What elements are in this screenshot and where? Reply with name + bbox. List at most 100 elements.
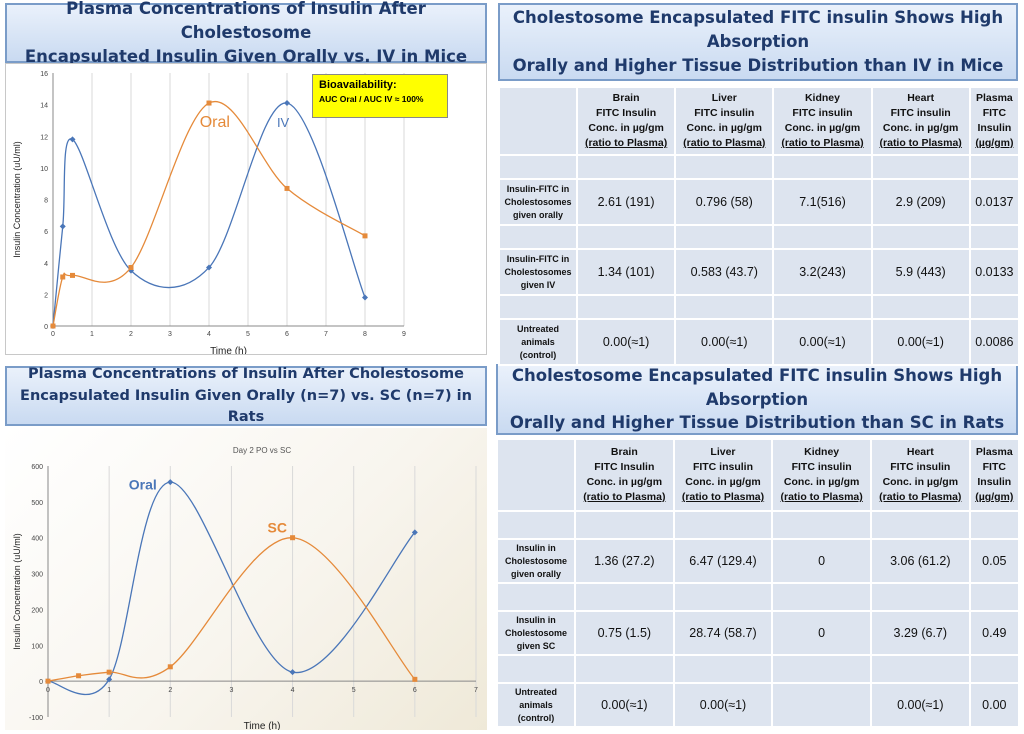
x-tick-label: 7	[324, 331, 328, 338]
x-tick-label: 6	[285, 331, 289, 338]
y-tick-label: 16	[40, 71, 48, 78]
mice_table-value-cell: 0.0086	[968, 318, 1021, 366]
mice_table-column-header: Kidney FITC insulin Conc. in µg/gm (ratio t…	[772, 86, 873, 156]
rats_table-column-header-line: FITC insulin	[890, 461, 951, 473]
mice_table-row-label-line: given orally	[512, 209, 564, 220]
rats_table-column-header: Plasma FITC Insulin (µg/gm)	[968, 438, 1021, 512]
rats_table-column-header-line: Brain	[610, 446, 638, 458]
mice_table-column-header-line: Kidney	[804, 92, 840, 104]
rats_table-spacer-row	[496, 582, 1021, 612]
y-tick-label: -100	[29, 715, 43, 722]
x-tick-label: 2	[129, 331, 133, 338]
rats-distribution-table: Brain FITC Insulin Conc. in µg/gm (ratio to…	[496, 438, 1021, 728]
data-point-iv	[69, 136, 76, 143]
mice_table-row-label: Insulin-FITC in Cholestosomes given IV	[498, 248, 578, 296]
mice_table-column-header-line: Conc. in µg/gm	[686, 122, 763, 134]
rats_table-row-label-line: Untreated	[514, 686, 557, 697]
data-point-sc	[412, 676, 418, 682]
rats_table-column-header: Heart FITC insulin Conc. in µg/gm (ratio to…	[869, 438, 971, 512]
data-point-iv	[362, 294, 368, 301]
y-tick-label: 500	[31, 500, 43, 507]
rats_table-column-header-line: Conc. in µg/gm	[882, 476, 959, 488]
rats_table-column-header-line: Conc. in µg/gm	[586, 476, 663, 488]
mice_table-value-cell: 2.61 (191)	[575, 178, 677, 226]
x-axis-label: Time (h)	[244, 721, 281, 730]
mice_table-row-label-line: Insulin-FITC in	[506, 253, 570, 264]
rats_table-column-header: Kidney FITC insulin Conc. in µg/gm (ratio t…	[771, 438, 872, 512]
rats-chart-header-line2: Encapsulated Insulin Given Orally (n=7) …	[20, 387, 472, 425]
rats_table-column-header-line: Plasma	[975, 446, 1013, 458]
mice_table-spacer-row	[498, 224, 1021, 250]
mice_table-column-header: Liver FITC insulin Conc. in µg/gm (ratio to…	[674, 86, 775, 156]
data-point-oral	[106, 676, 113, 683]
rats_table-value-cell: 0	[771, 610, 872, 656]
rats-chart-header-line1: Plasma Concentrations of Insulin After C…	[28, 366, 464, 383]
x-tick-label: 3	[229, 687, 233, 694]
rats_table-column-header-line: Heart	[906, 446, 934, 458]
rats_table-row-label-line: Cholestosome	[504, 627, 567, 638]
rats_table-corner-cell	[496, 438, 576, 512]
mice_table-column-header-line: (ratio to Plasma)	[879, 137, 962, 149]
x-tick-label: 2	[168, 687, 172, 694]
mice_table-spacer-row	[498, 294, 1021, 320]
data-point-oral	[167, 479, 174, 486]
mice_table-value-cell: 0.00(≈1)	[772, 318, 873, 366]
mice_table-column-header-line: FITC Insulin	[596, 107, 657, 119]
mice_table-column-header-line: Plasma	[975, 92, 1013, 104]
mice_table-column-header-line: Conc. in µg/gm	[588, 122, 664, 134]
rats_table-spacer-row	[496, 510, 1021, 540]
mice_table-column-header-line: (ratio to Plasma)	[683, 137, 766, 149]
mice_table-value-cell: 0.00(≈1)	[870, 318, 971, 366]
mice_table-row-label-line: Cholestosomes	[504, 266, 572, 277]
x-tick-label: 3	[168, 331, 172, 338]
rats-chart-header: Plasma Concentrations of Insulin After C…	[5, 366, 487, 426]
y-tick-label: 8	[44, 198, 48, 205]
table-row: Untreated animals (control) 0.00(≈1) 0.00(≈1…	[496, 682, 1021, 728]
chart-title: Day 2 PO vs SC	[233, 446, 291, 455]
mice_table-column-header-line: Insulin	[977, 122, 1012, 134]
rats_table-column-header-line: Kidney	[804, 446, 840, 458]
data-point-iv	[59, 223, 66, 230]
rats_table-column-header-line: (ratio to Plasma)	[681, 491, 765, 503]
rats_table-column-header-line: FITC	[982, 461, 1006, 473]
mice_table-column-header-line: Heart	[907, 92, 935, 104]
mice_table-value-cell: 5.9 (443)	[870, 248, 971, 296]
mice-chart-header: Plasma Concentrations of Insulin After C…	[5, 0, 487, 66]
x-tick-label: 6	[413, 687, 417, 694]
data-point-oral	[362, 233, 368, 239]
y-tick-label: 4	[44, 261, 48, 268]
mice_table-column-header-line: FITC insulin	[792, 107, 853, 119]
rats_table-value-cell: 0.49	[968, 610, 1021, 656]
rats_table-row-label-line: Cholestosome	[504, 555, 567, 566]
y-tick-label: 10	[40, 166, 48, 173]
rats_table-value-cell: 0.00	[968, 682, 1021, 728]
rats_table-column-header: Liver FITC insulin Conc. in µg/gm (ratio to…	[672, 438, 774, 512]
y-tick-label: 400	[31, 536, 43, 543]
y-tick-label: 6	[44, 229, 48, 236]
data-point-sc	[76, 673, 82, 679]
mice_table-row-label-line: (control)	[519, 349, 557, 360]
series-label-iv: IV	[277, 115, 290, 130]
rats_table-row-label-line: Insulin in	[516, 542, 556, 553]
mice-table-header-line1: Cholestosome Encapsulated FITC insulin S…	[512, 8, 1004, 52]
y-axis-label: Insulin Concentration (uU/ml)	[12, 141, 22, 258]
y-tick-label: 0	[39, 679, 43, 686]
rats-table-header: Cholestosome Encapsulated FITC insulin S…	[496, 364, 1018, 435]
bioavailability-text: AUC Oral / AUC IV ≈ 100%	[319, 94, 424, 104]
mice_table-column-header-line: (ratio to Plasma)	[584, 137, 668, 149]
x-tick-label: 1	[90, 331, 94, 338]
series-label-oral: Oral	[200, 114, 230, 131]
rats_table-column-header-line: FITC insulin	[791, 461, 852, 473]
rats_table-value-cell: 0.00(≈1)	[574, 682, 675, 728]
y-tick-label: 12	[40, 134, 48, 141]
bioavailability-title: Bioavailability:	[319, 79, 397, 91]
data-point-oral	[70, 272, 75, 278]
rats_table-row-label: Untreated animals (control)	[496, 682, 576, 728]
x-tick-label: 4	[291, 687, 295, 694]
table-row: Untreated animals (control) 0.00(≈1) 0.00(≈1…	[498, 318, 1021, 366]
rats_table-value-cell: 1.36 (27.2)	[574, 538, 675, 584]
rats_table-column-header-line: (ratio to Plasma)	[780, 491, 863, 503]
mice_table-column-header-line: Brain	[612, 92, 640, 104]
bioavailability-box: Bioavailability: AUC Oral / AUC IV ≈ 100…	[312, 74, 448, 118]
